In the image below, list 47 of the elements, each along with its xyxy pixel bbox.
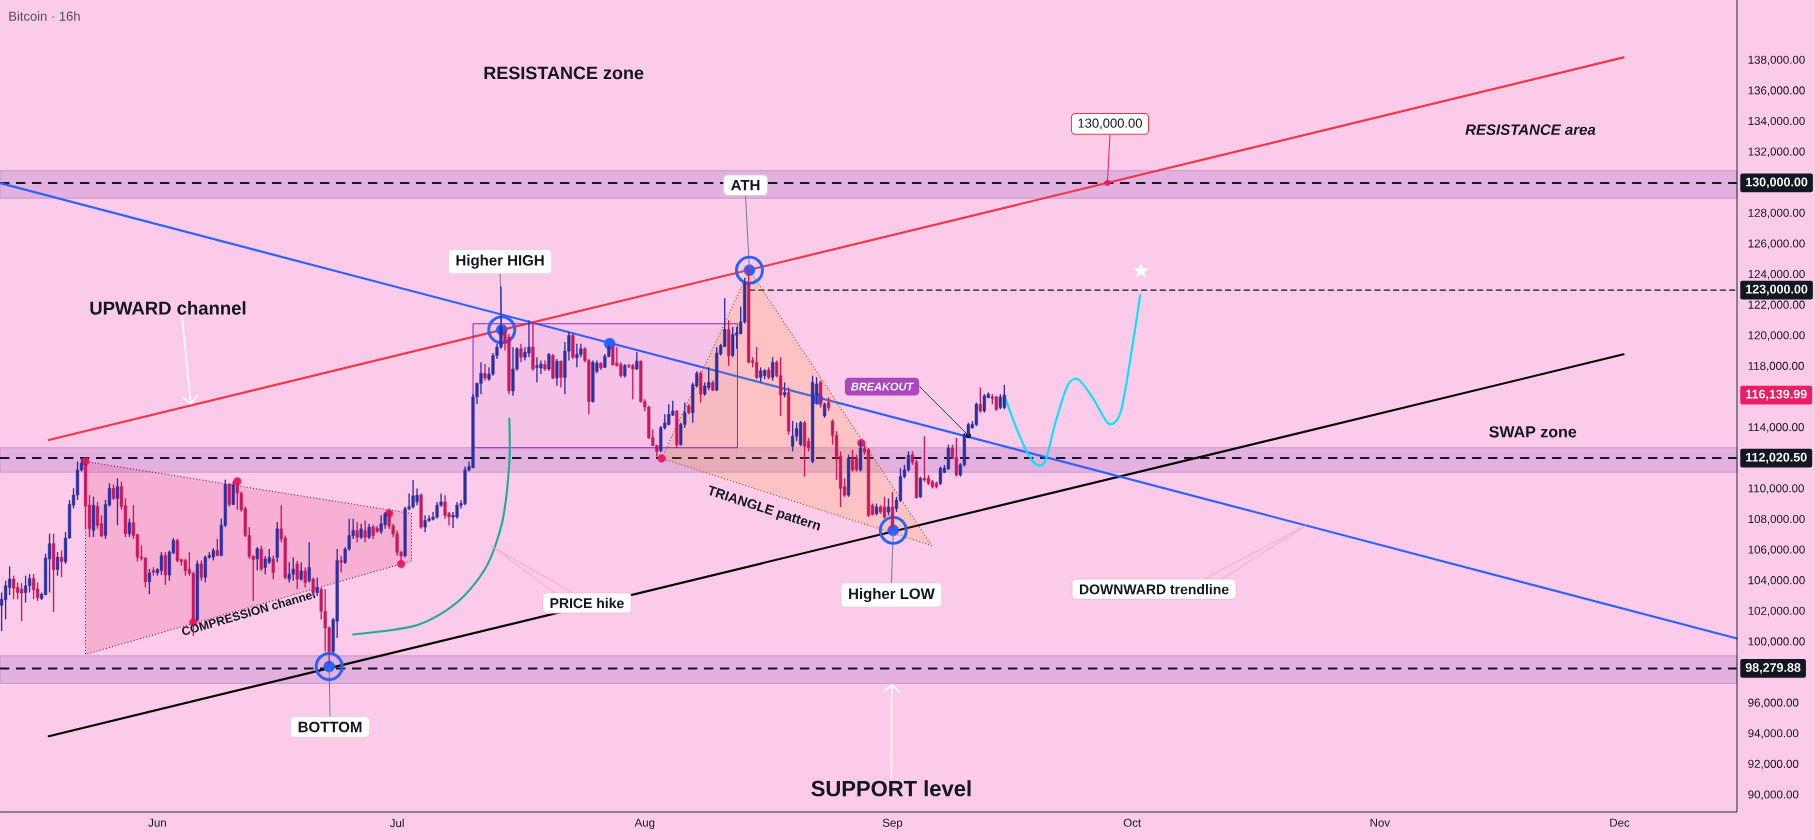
x-tick-label: Jun [148,818,166,827]
y-tick-label: 136,000.00 [1748,86,1805,96]
annotation: RESISTANCE zone [484,66,644,80]
text: Bitcoin · 16h [9,11,80,21]
annotation: BREAKOUT [851,382,914,391]
y-tick-label: 100,000.00 [1748,637,1805,647]
y-tick-label: 126,000.00 [1748,239,1805,249]
y-tick-label: 124,000.00 [1748,269,1805,280]
x-tick-label: Sep [882,818,903,830]
y-tick-label: 102,000.00 [1748,606,1805,617]
annotation: ATH [731,180,760,191]
band-label: SWAP zone [1489,426,1577,438]
y-tick-label: 134,000.00 [1748,116,1805,127]
y-tick-label: 90,000.00 [1748,790,1799,800]
ref-line-label: 98,279.88 [1745,663,1801,674]
annotation: BOTTOM [298,721,362,733]
text: 123,000.00 [1746,284,1808,296]
annotation: Higher HIGH [456,254,544,269]
ref-line-label: 130,000.00 [1746,177,1808,189]
x-tick-label: Jul [389,818,404,828]
annotation: DOWNWARD trendline [1079,584,1229,595]
y-tick-label: 138,000.00 [1748,55,1805,66]
x-tick-label: Aug [634,818,655,829]
y-tick-label: 128,000.00 [1748,208,1805,219]
text: 116,139.99 [1746,389,1807,401]
y-tick-label: 92,000.00 [1748,759,1799,770]
y-tick-label: 120,000.00 [1748,331,1805,341]
annotation: PRICE hike [550,597,624,609]
y-tick-label: 94,000.00 [1748,729,1799,739]
ref-line-label: 112,020.50 [1746,452,1807,464]
annotation: SUPPORT level [811,780,971,797]
y-tick-label: 96,000.00 [1748,698,1799,709]
y-tick-label: 118,000.00 [1748,361,1804,372]
annotation: Higher LOW [849,588,935,603]
annotation: UPWARD channel [90,301,246,315]
y-tick-label: 132,000.00 [1748,147,1805,158]
x-tick-label: Oct [1123,818,1142,827]
y-tick-label: 106,000.00 [1748,545,1805,555]
x-tick-label: Dec [1610,818,1630,827]
y-tick-label: 114,000.00 [1748,423,1804,433]
y-tick-label: 108,000.00 [1748,514,1805,525]
band-label: RESISTANCE area [1465,124,1596,135]
y-tick-label: 110,000.00 [1748,484,1804,494]
y-tick-label: 122,000.00 [1748,300,1805,311]
y-tick-label: 104,000.00 [1748,576,1805,586]
x-tick-label: Nov [1370,818,1391,827]
annotation: 130,000.00 [1078,118,1142,130]
